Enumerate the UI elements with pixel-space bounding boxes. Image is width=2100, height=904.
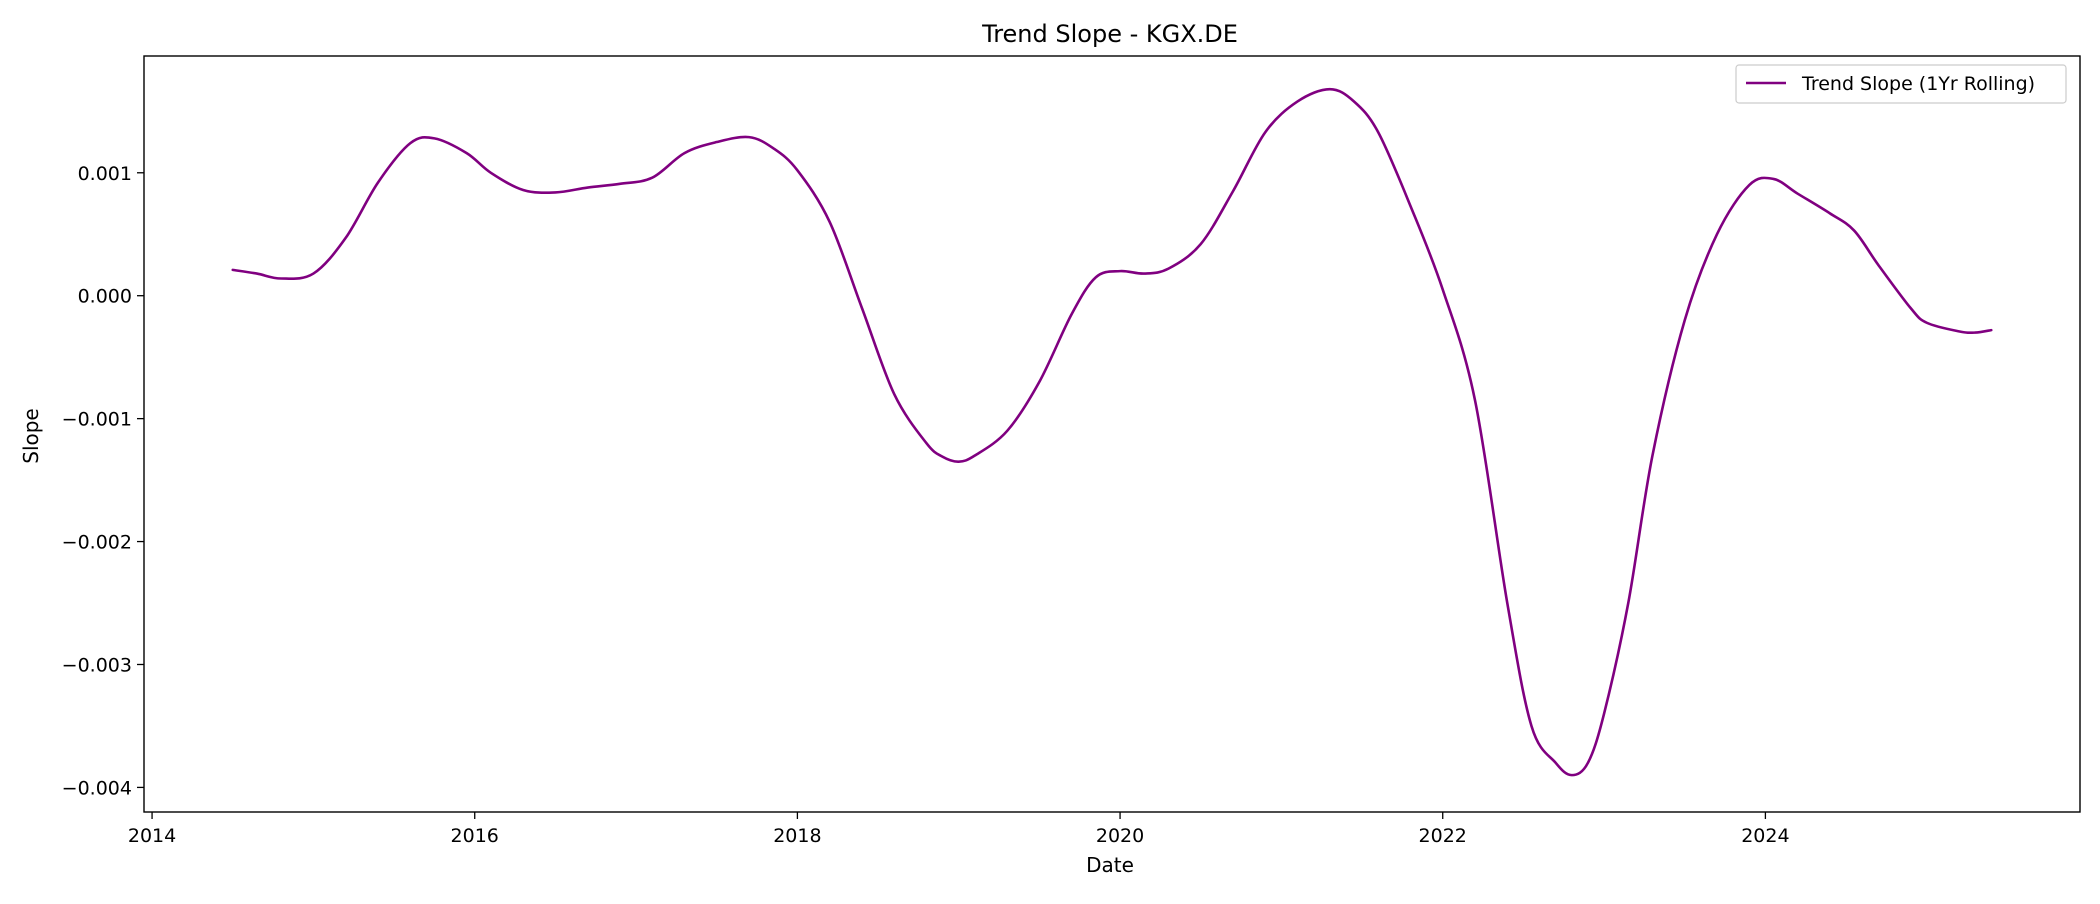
x-tick-label: 2022	[1419, 825, 1467, 847]
y-tick-label: 0.001	[78, 163, 132, 185]
legend-label: Trend Slope (1Yr Rolling)	[1801, 73, 2035, 95]
x-tick-label: 2018	[773, 825, 821, 847]
y-axis-label: Slope	[19, 408, 43, 464]
x-axis-label: Date	[1086, 853, 1134, 877]
y-tick-label: −0.004	[62, 777, 132, 799]
plot-area	[143, 55, 2081, 813]
y-tick-label: −0.001	[62, 409, 132, 431]
chart-title: Trend Slope - KGX.DE	[981, 20, 1238, 48]
x-tick-label: 2014	[128, 825, 176, 847]
series-line-0	[231, 87, 1993, 777]
plot-frame	[143, 55, 2081, 813]
x-axis: 2014 2016 2018 2020 2022 2024	[128, 812, 1790, 847]
y-axis: 0.001 0.000 −0.001 −0.002 −0.003 −0.004	[62, 163, 144, 799]
legend-frame	[1735, 64, 2067, 104]
legend: Trend Slope (1Yr Rolling)	[1735, 64, 2067, 104]
y-tick-label: −0.003	[62, 654, 132, 676]
x-tick-label: 2016	[451, 825, 499, 847]
x-tick-label: 2020	[1096, 825, 1144, 847]
x-tick-label: 2024	[1741, 825, 1789, 847]
y-tick-label: −0.002	[62, 532, 132, 554]
y-tick-label: 0.000	[78, 286, 132, 308]
